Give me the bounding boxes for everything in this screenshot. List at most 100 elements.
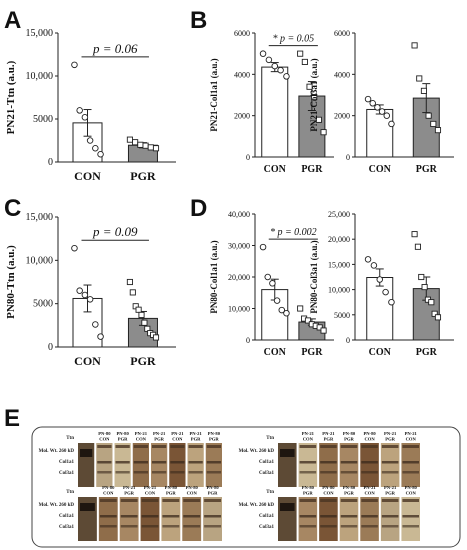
bar-con bbox=[366, 277, 394, 341]
gel-lane-label-age: PN-21 bbox=[171, 431, 184, 436]
data-point-con bbox=[81, 114, 89, 121]
gel-lane-label-age: PN-80 bbox=[165, 485, 178, 490]
data-point-con bbox=[364, 256, 372, 263]
gel-band-col1a1 bbox=[340, 461, 358, 464]
data-point-con bbox=[273, 297, 281, 304]
data-point-con bbox=[277, 66, 284, 74]
x-tick-label: CON bbox=[74, 354, 101, 368]
data-point-con bbox=[364, 95, 372, 103]
gel-lane bbox=[319, 443, 338, 487]
gel-band-col1a1 bbox=[120, 515, 138, 518]
y-tick-label: 30,000 bbox=[228, 242, 250, 251]
data-point-con bbox=[97, 151, 104, 158]
gel-band-col1a1 bbox=[183, 515, 201, 518]
y-axis-label: PN21-Ttn (a.u.) bbox=[5, 60, 17, 134]
gel-lane bbox=[380, 443, 400, 487]
data-point-con bbox=[92, 144, 99, 152]
gel-lane bbox=[298, 443, 318, 487]
y-tick-label: 6000 bbox=[234, 29, 250, 38]
gel-lane bbox=[114, 443, 131, 487]
data-point-con bbox=[76, 287, 83, 294]
data-point-con bbox=[259, 243, 267, 251]
gel-band-ttn bbox=[206, 445, 221, 448]
data-point-pgr bbox=[152, 145, 160, 152]
panel-letter-E: E bbox=[4, 405, 20, 432]
gel-lane-label-group: CON bbox=[323, 491, 334, 496]
data-point-con bbox=[76, 107, 83, 114]
gel-band-col3a1 bbox=[402, 525, 419, 528]
gel-band-col3a1 bbox=[381, 471, 399, 474]
gel-lane-label-age: PN-21 bbox=[405, 431, 418, 436]
gel-band-col3a1 bbox=[183, 525, 201, 528]
gel-band-ttn bbox=[183, 499, 201, 502]
p-value-label: p = 0.09 bbox=[92, 224, 138, 239]
gel-band-ttn bbox=[99, 499, 117, 502]
x-tick-label: CON bbox=[369, 347, 392, 358]
data-point-con bbox=[265, 56, 273, 64]
panel-letters: A B C D E bbox=[4, 7, 207, 432]
data-point-pgr bbox=[411, 231, 418, 238]
gel-row-label: Col3a1 bbox=[59, 471, 75, 476]
gel-lane-label-age: PN-80 bbox=[186, 485, 199, 490]
data-point-pgr bbox=[141, 319, 148, 326]
data-point-con bbox=[259, 50, 267, 57]
gel-band-col3a1 bbox=[204, 525, 221, 528]
gel-band-col3a1 bbox=[361, 525, 378, 528]
data-point-con bbox=[383, 112, 391, 119]
gel-lane-label-group: CON bbox=[99, 437, 110, 442]
gel-band-ttn bbox=[115, 445, 130, 448]
gel-band-col3a1 bbox=[402, 471, 419, 474]
data-point-pgr bbox=[137, 141, 144, 148]
gel-lane bbox=[119, 497, 139, 541]
y-tick-label: 0 bbox=[346, 336, 350, 345]
gel-lane bbox=[169, 443, 186, 487]
p-value-label: p = 0.06 bbox=[92, 41, 138, 56]
gel-lane-label-age: PN-80 bbox=[302, 485, 315, 490]
gel-band-col1a1 bbox=[361, 515, 378, 518]
gel-row-label: Col3a1 bbox=[259, 525, 275, 530]
gel-lane-label-group: PGR bbox=[154, 437, 164, 442]
gel-lane-label-group: PGR bbox=[344, 437, 354, 442]
gel-lane-label-age: PN-21 bbox=[190, 431, 203, 436]
gel-band-col3a1 bbox=[97, 471, 112, 474]
gel-lane bbox=[187, 443, 204, 487]
panel-letter-B: B bbox=[190, 7, 207, 34]
gel-band-ttn bbox=[97, 445, 112, 448]
y-tick-label: 10,000 bbox=[228, 305, 250, 314]
gel-lane bbox=[380, 497, 400, 541]
gel-lane-label-age: PN-80 bbox=[117, 431, 130, 436]
gel-band-col1a1 bbox=[133, 461, 148, 464]
gel-row-label: Col1a1 bbox=[259, 460, 275, 465]
gel-band-ttn bbox=[320, 499, 337, 502]
gel-band-ttn bbox=[162, 499, 180, 502]
data-point-pgr bbox=[301, 58, 308, 65]
gel-band-col1a1 bbox=[141, 515, 159, 518]
y-tick-label: 2000 bbox=[234, 112, 250, 121]
gel-band-col3a1 bbox=[340, 471, 358, 474]
gel-band-col3a1 bbox=[120, 525, 138, 528]
data-point-pgr bbox=[315, 116, 322, 123]
p-value-label: * p = 0.05 bbox=[272, 34, 314, 45]
data-point-pgr bbox=[129, 289, 136, 296]
gel-lane bbox=[360, 497, 379, 541]
gel-band-col3a1 bbox=[188, 471, 203, 474]
data-point-pgr bbox=[434, 314, 442, 321]
gel-lane-label-group: CON bbox=[145, 491, 156, 496]
gel-band-col3a1 bbox=[115, 471, 130, 474]
gel-band-col3a1 bbox=[152, 471, 167, 474]
data-point-pgr bbox=[297, 50, 304, 57]
gel-band-col1a1 bbox=[381, 461, 399, 464]
gel-lane-label-age: PN-21 bbox=[322, 431, 335, 436]
data-point-pgr bbox=[420, 87, 427, 94]
gel-band-ttn bbox=[120, 499, 138, 502]
gel-row-label: Col1a1 bbox=[259, 514, 275, 519]
gel-lane bbox=[360, 443, 379, 487]
gel-band-col1a1 bbox=[115, 461, 130, 464]
gel-band-ttn bbox=[381, 499, 399, 502]
gel-band-ttn bbox=[141, 499, 159, 502]
x-tick-label: PGR bbox=[301, 347, 323, 358]
gel-lane bbox=[96, 443, 113, 487]
gel-lane-label-group: CON bbox=[406, 437, 417, 442]
gel-band-ttn bbox=[402, 499, 419, 502]
